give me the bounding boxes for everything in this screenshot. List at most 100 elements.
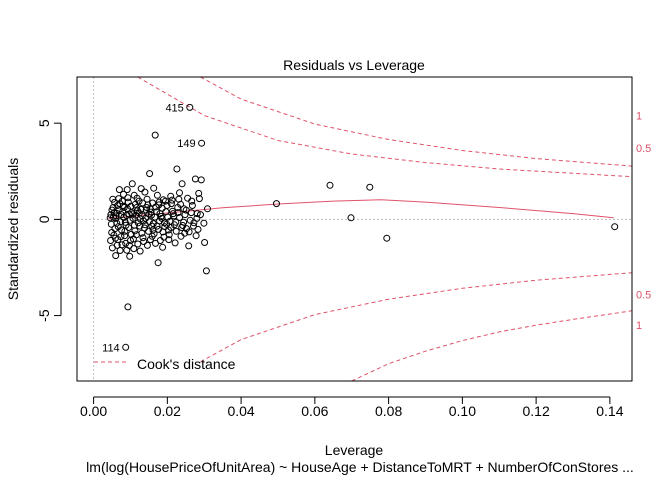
data-point	[135, 209, 143, 217]
data-point	[174, 209, 182, 217]
data-point	[184, 194, 192, 202]
data-point	[146, 205, 154, 213]
data-point	[611, 223, 619, 231]
data-point	[112, 214, 120, 222]
data-point	[108, 206, 116, 214]
data-point	[383, 234, 391, 242]
data-point	[185, 242, 193, 250]
cook-contour-label: 1	[636, 320, 642, 332]
data-point	[152, 239, 159, 247]
data-point	[121, 218, 129, 226]
data-point	[118, 197, 126, 205]
data-point	[273, 200, 280, 208]
data-point	[143, 241, 151, 249]
data-point	[149, 199, 157, 207]
data-point	[136, 247, 144, 255]
point-labels: 415 149 114	[102, 102, 195, 354]
contour-labels: 1 0.5 0.5 1	[636, 111, 651, 333]
data-point	[114, 223, 122, 231]
data-point	[139, 234, 147, 242]
cook-contour-1-lower	[200, 272, 632, 363]
smooth-line	[108, 199, 614, 219]
data-point	[347, 214, 355, 222]
data-point	[198, 139, 206, 147]
cook-contour-0-5-lower	[351, 310, 632, 381]
data-point	[141, 188, 149, 196]
cook-contour-label: 0.5	[636, 289, 651, 301]
x-tick-label: 0.04	[227, 403, 254, 419]
x-tick-label: 0.08	[375, 403, 402, 419]
data-point	[151, 131, 159, 139]
chart-title: Residuals vs Leverage	[283, 57, 425, 73]
data-point	[143, 204, 151, 211]
data-point	[137, 185, 145, 193]
data-point	[112, 252, 120, 260]
x-axis-title: Leverage	[325, 442, 384, 458]
data-point	[141, 224, 148, 232]
data-point	[366, 183, 374, 191]
data-point	[201, 239, 209, 246]
cook-contours	[137, 77, 632, 381]
data-point	[178, 180, 186, 188]
data-point	[181, 229, 189, 237]
data-point	[190, 222, 197, 230]
cook-contour-1-upper	[200, 77, 632, 167]
x-tick-label: 0.02	[154, 403, 181, 419]
legend: Cook's distance	[94, 356, 236, 372]
data-point	[126, 252, 134, 260]
data-point	[145, 210, 153, 218]
data-point	[139, 217, 147, 225]
data-points	[106, 103, 619, 351]
data-point	[128, 180, 136, 188]
data-point	[133, 204, 141, 211]
legend-label: Cook's distance	[137, 356, 236, 372]
data-point	[153, 191, 161, 199]
data-point	[123, 186, 131, 194]
data-point	[120, 204, 128, 211]
data-point	[168, 196, 176, 204]
data-point	[127, 237, 134, 244]
data-point	[143, 195, 151, 203]
subtitle: lm(log(HousePriceOfUnitArea) ~ HouseAge …	[86, 459, 634, 475]
data-point	[171, 239, 179, 247]
x-tick-label: 0.00	[80, 403, 107, 419]
point-label-149: 149	[177, 138, 195, 150]
data-point	[165, 236, 173, 244]
data-point	[172, 227, 180, 235]
data-point	[150, 184, 158, 192]
data-point	[173, 165, 181, 173]
data-point	[124, 303, 132, 311]
data-point	[167, 200, 175, 208]
data-point	[118, 241, 126, 249]
data-point	[153, 222, 161, 230]
data-point	[139, 199, 147, 207]
data-point	[159, 243, 167, 251]
data-point	[129, 210, 137, 218]
y-axis: -5 0 5	[36, 119, 62, 322]
data-point	[185, 228, 193, 236]
x-axis: 0.00 0.02 0.04 0.06 0.08 0.10 0.12 0.14	[80, 396, 624, 419]
data-point	[149, 226, 157, 234]
cook-contour-label: 0.5	[636, 143, 651, 155]
data-point	[181, 211, 189, 219]
x-tick-label: 0.10	[449, 403, 476, 419]
data-point	[200, 219, 208, 227]
x-tick-label: 0.14	[596, 403, 623, 419]
data-point	[112, 212, 120, 220]
data-point	[187, 209, 195, 217]
plot-frame	[76, 76, 633, 382]
cook-contour-label: 1	[636, 111, 642, 123]
data-point	[162, 197, 169, 205]
y-tick-label: 0	[36, 215, 52, 223]
data-point	[107, 211, 115, 219]
data-point	[186, 103, 194, 111]
data-point	[121, 232, 129, 240]
y-tick-label: 5	[36, 119, 52, 127]
data-point	[129, 214, 137, 222]
data-point	[192, 232, 200, 240]
x-tick-label: 0.06	[301, 403, 328, 419]
point-label-114: 114	[102, 342, 120, 354]
data-point	[111, 198, 119, 206]
data-point	[124, 194, 132, 202]
